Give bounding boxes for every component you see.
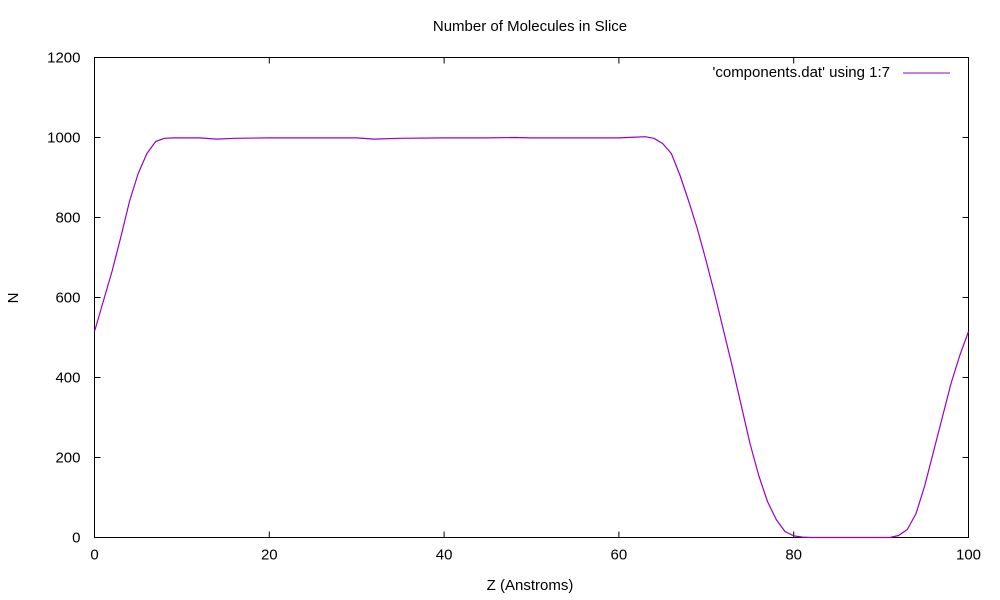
x-tick-label: 40 — [436, 547, 453, 564]
y-axis-ticks — [94, 57, 969, 538]
x-tick-label: 80 — [785, 547, 802, 564]
series-line — [93, 136, 970, 539]
x-tick-label: 100 — [956, 547, 981, 564]
legend: 'components.dat' using 1:7 — [712, 64, 950, 81]
series-layer — [93, 136, 970, 539]
y-axis-tick-labels: 0 200 400 600 800 1000 1200 — [47, 50, 80, 547]
x-axis-tick-labels: 0 20 40 60 80 100 — [90, 547, 981, 564]
y-tick-label: 200 — [55, 450, 80, 467]
y-tick-label: 0 — [72, 530, 80, 547]
plot-frame — [94, 57, 969, 538]
y-tick-label: 600 — [55, 290, 80, 307]
legend-label: 'components.dat' using 1:7 — [712, 64, 890, 81]
chart-title: Number of Molecules in Slice — [433, 18, 627, 35]
x-tick-label: 60 — [611, 547, 628, 564]
y-tick-label: 1200 — [47, 50, 80, 67]
y-tick-label: 800 — [55, 210, 80, 227]
x-tick-label: 20 — [261, 547, 278, 564]
x-tick-label: 0 — [90, 547, 98, 564]
x-axis-label: Z (Anstroms) — [487, 577, 574, 594]
y-axis-label: N — [5, 293, 22, 304]
y-tick-label: 1000 — [47, 130, 80, 147]
y-tick-label: 400 — [55, 370, 80, 387]
x-axis-ticks — [94, 57, 969, 538]
